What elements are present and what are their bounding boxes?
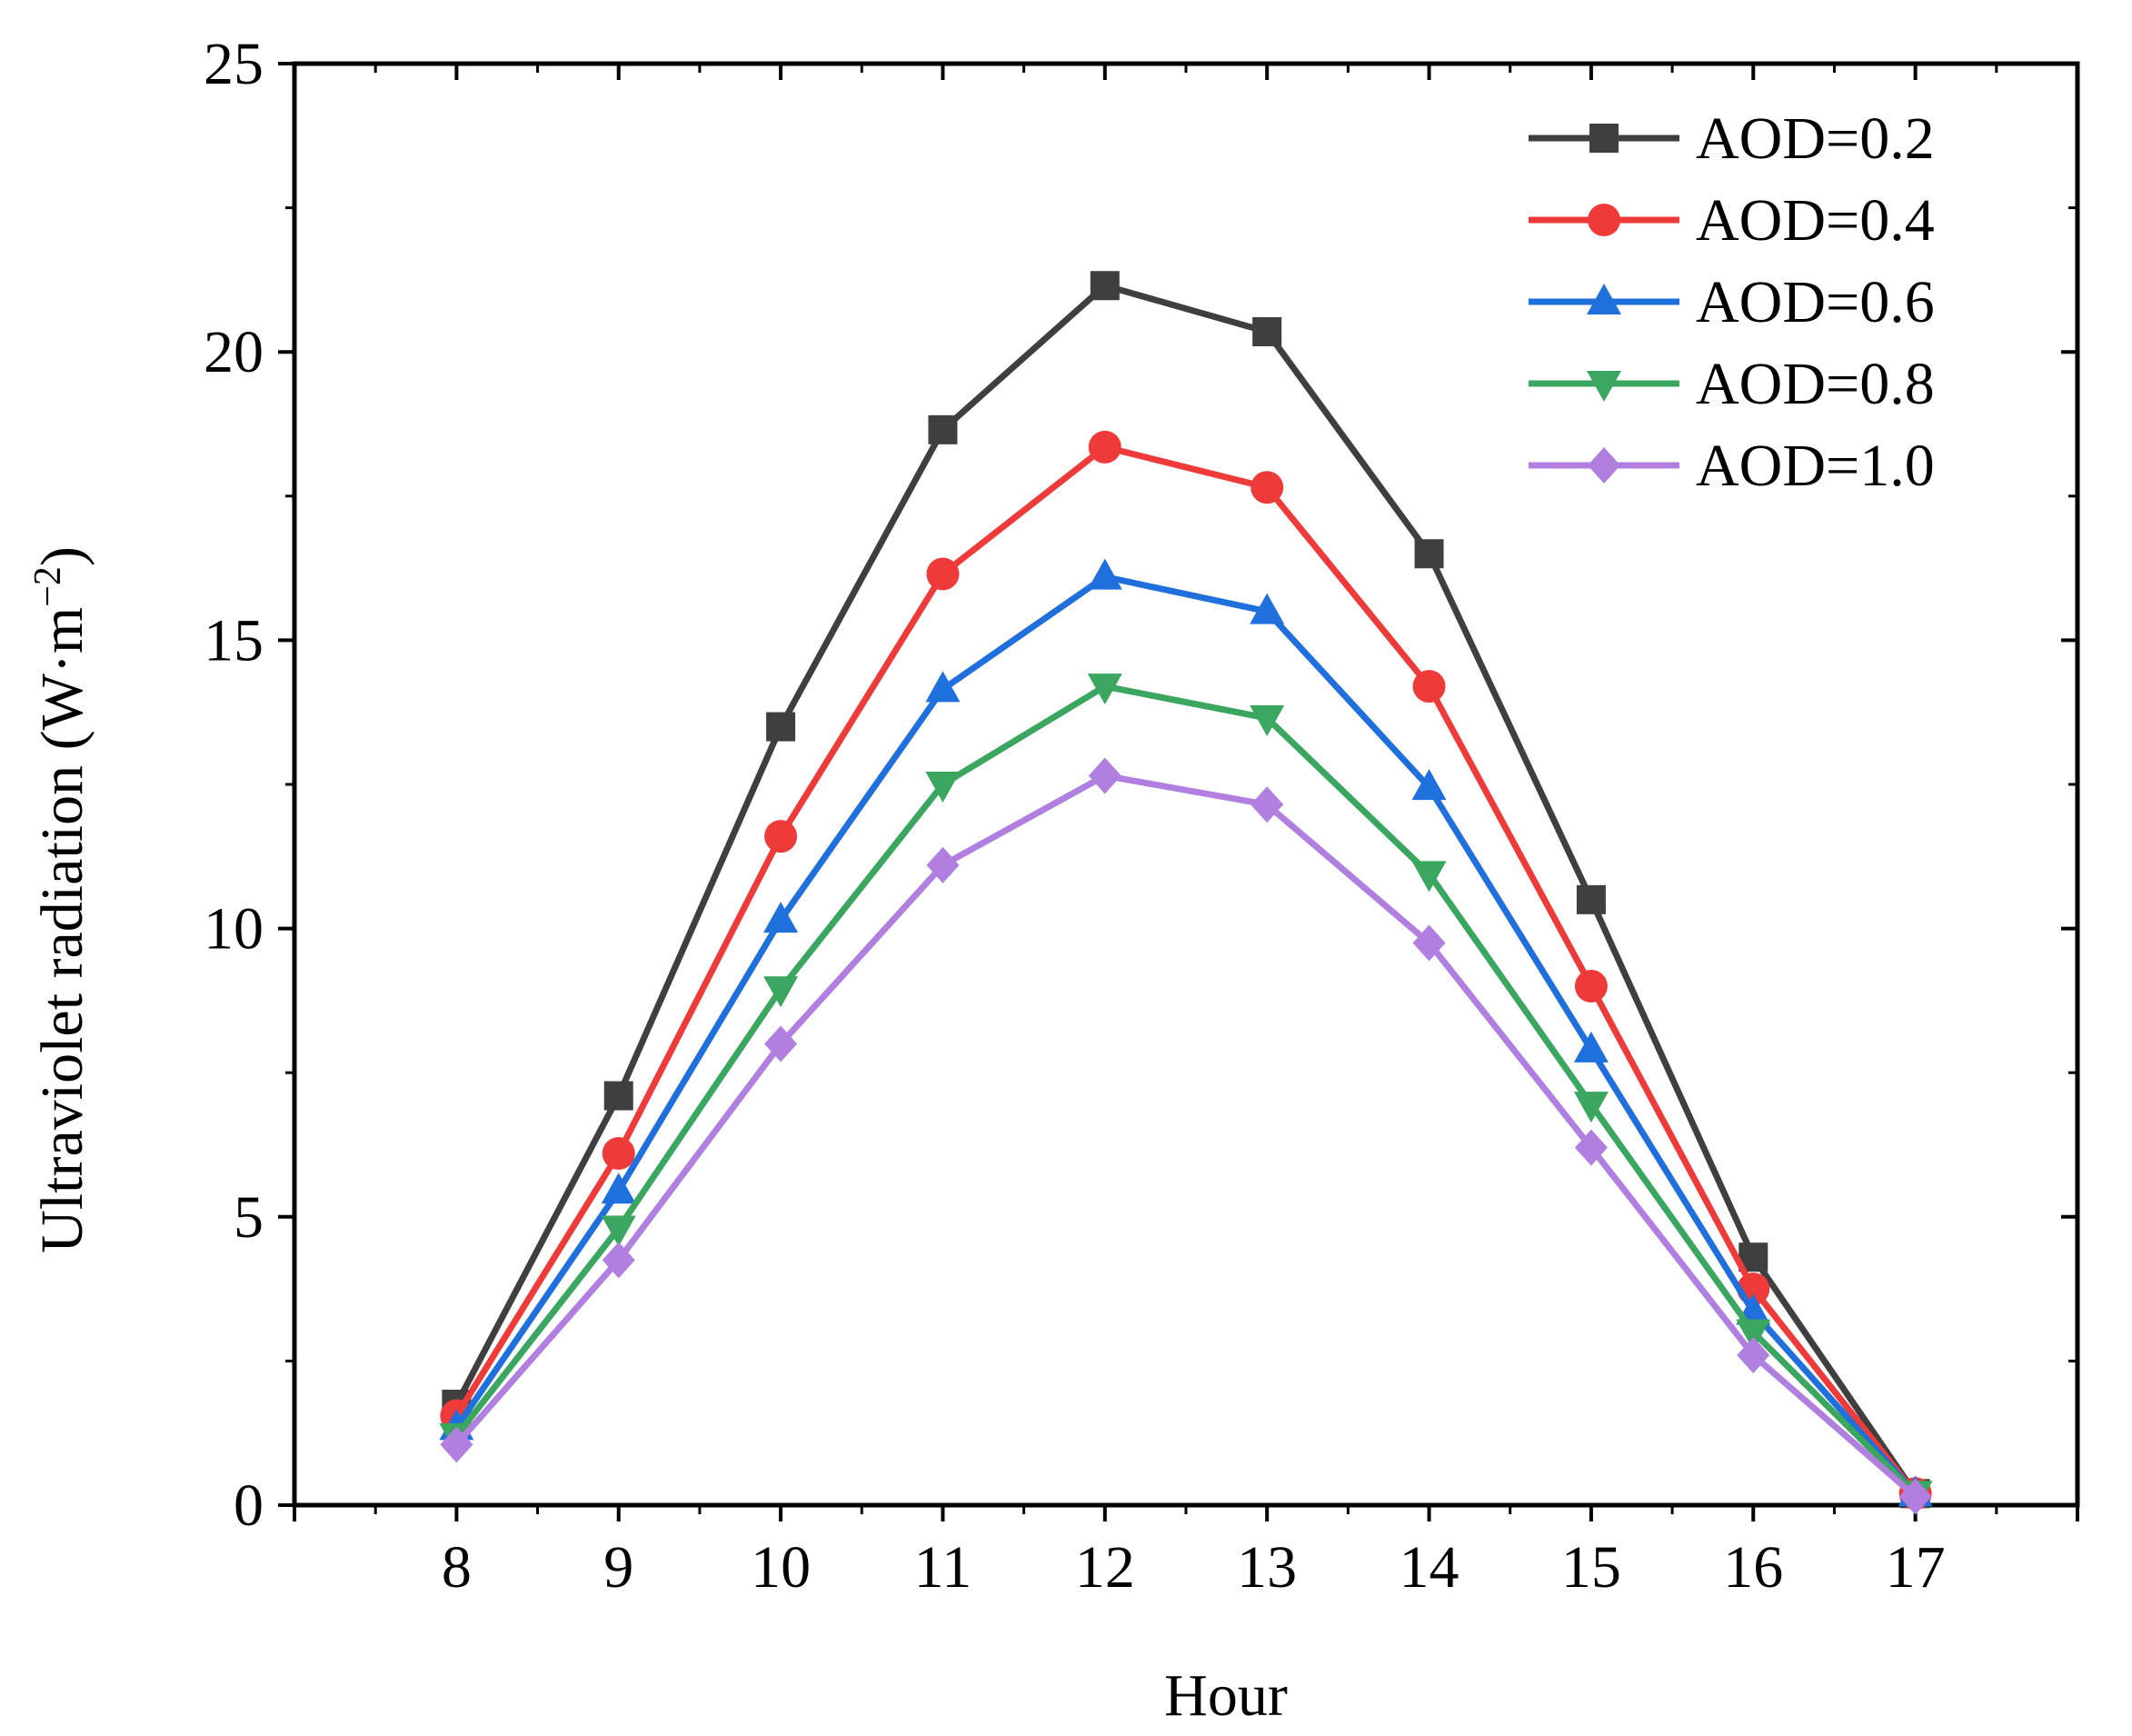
data-point bbox=[602, 1137, 635, 1171]
y-tick-label: 5 bbox=[234, 1184, 264, 1251]
series-aod-1-0 bbox=[440, 757, 1932, 1515]
data-point bbox=[925, 772, 961, 803]
data-point bbox=[1574, 970, 1608, 1003]
legend-item: AOD=0.6 bbox=[1529, 269, 1935, 335]
y-axis-label-sup: −2 bbox=[27, 566, 69, 607]
data-point bbox=[766, 712, 796, 742]
data-point bbox=[440, 1426, 473, 1463]
data-point bbox=[602, 1242, 635, 1279]
data-point bbox=[1573, 1031, 1609, 1063]
x-tick-label: 12 bbox=[1075, 1534, 1135, 1601]
x-axis-label: Hour bbox=[1164, 1662, 1288, 1729]
data-point bbox=[928, 414, 958, 444]
series-line bbox=[453, 772, 1918, 1500]
series-aod-0-8 bbox=[439, 673, 1933, 1512]
legend-marker bbox=[1587, 284, 1621, 314]
data-point bbox=[1088, 757, 1121, 794]
data-point bbox=[1250, 786, 1284, 823]
legend-label: AOD=0.8 bbox=[1696, 351, 1935, 417]
data-point bbox=[1411, 769, 1447, 801]
data-point bbox=[763, 976, 799, 1008]
legend-item: AOD=0.2 bbox=[1529, 105, 1935, 172]
data-point bbox=[926, 846, 960, 883]
x-tick-label: 16 bbox=[1723, 1534, 1783, 1601]
data-point bbox=[1090, 271, 1120, 301]
x-tick-label: 14 bbox=[1400, 1534, 1460, 1601]
legend-item: AOD=0.8 bbox=[1529, 351, 1935, 417]
data-point bbox=[1252, 316, 1282, 346]
x-tick-label: 11 bbox=[914, 1534, 972, 1601]
x-tick-label: 13 bbox=[1237, 1534, 1297, 1601]
data-point bbox=[926, 557, 960, 591]
data-point bbox=[1412, 670, 1446, 703]
series-line bbox=[453, 683, 1918, 1496]
data-point bbox=[1088, 430, 1121, 464]
data-point bbox=[1574, 1129, 1608, 1166]
y-tick-label: 10 bbox=[204, 896, 264, 963]
x-tick-label: 10 bbox=[751, 1534, 811, 1601]
legend-marker bbox=[1588, 447, 1620, 484]
legend-label: AOD=0.4 bbox=[1696, 187, 1935, 254]
data-point bbox=[1087, 558, 1122, 590]
series-layer bbox=[439, 271, 1933, 1515]
data-point bbox=[1898, 1478, 1932, 1515]
data-point bbox=[1576, 884, 1606, 914]
legend-label: AOD=0.6 bbox=[1696, 269, 1935, 335]
legend-label: AOD=0.2 bbox=[1696, 105, 1935, 172]
y-tick-label: 20 bbox=[204, 319, 264, 385]
legend-marker bbox=[1589, 124, 1619, 153]
legend-marker bbox=[1588, 204, 1620, 236]
x-tick-label: 8 bbox=[442, 1534, 472, 1601]
data-point bbox=[925, 671, 961, 703]
data-point bbox=[1087, 673, 1122, 705]
data-point bbox=[601, 1215, 636, 1247]
legend-label: AOD=1.0 bbox=[1696, 433, 1935, 499]
x-tick-label: 15 bbox=[1561, 1534, 1621, 1601]
series-line bbox=[453, 282, 1918, 1496]
data-point bbox=[763, 902, 799, 933]
x-tick-label: 9 bbox=[603, 1534, 633, 1601]
data-point bbox=[1412, 924, 1446, 962]
data-point bbox=[601, 1172, 636, 1204]
y-tick-label: 15 bbox=[204, 607, 264, 673]
y-axis-label-main: Ultraviolet radiation (W·m bbox=[29, 607, 95, 1253]
axes: 8 9 10 11 12 13 14 15 16 17 0 5 10 15 20 25 bbox=[204, 31, 2080, 1601]
legend-marker bbox=[1587, 371, 1621, 402]
legend: AOD=0.2 AOD=0.4 AOD=0.6 AOD=0.8 AOD=1.0 bbox=[1529, 105, 1935, 499]
data-point bbox=[1250, 705, 1285, 737]
legend-item: AOD=0.4 bbox=[1529, 187, 1935, 254]
legend-item: AOD=1.0 bbox=[1529, 433, 1935, 499]
data-point bbox=[1573, 1092, 1609, 1123]
series-line bbox=[453, 574, 1918, 1496]
data-point bbox=[1414, 539, 1444, 569]
data-point bbox=[1737, 1337, 1770, 1374]
data-point bbox=[764, 1025, 798, 1063]
x-tick-label: 17 bbox=[1886, 1534, 1946, 1601]
series-line bbox=[453, 444, 1918, 1496]
y-tick-label: 0 bbox=[234, 1472, 264, 1539]
data-point bbox=[1250, 471, 1284, 504]
data-point bbox=[764, 820, 798, 853]
data-point bbox=[603, 1081, 633, 1111]
data-point bbox=[1250, 593, 1285, 624]
data-point bbox=[1411, 861, 1447, 893]
data-point bbox=[1736, 1319, 1771, 1351]
y-axis-label: Ultraviolet radiation (W·m−2) bbox=[27, 546, 95, 1253]
y-tick-label: 25 bbox=[204, 31, 264, 97]
y-axis-label-close: ) bbox=[29, 546, 95, 566]
